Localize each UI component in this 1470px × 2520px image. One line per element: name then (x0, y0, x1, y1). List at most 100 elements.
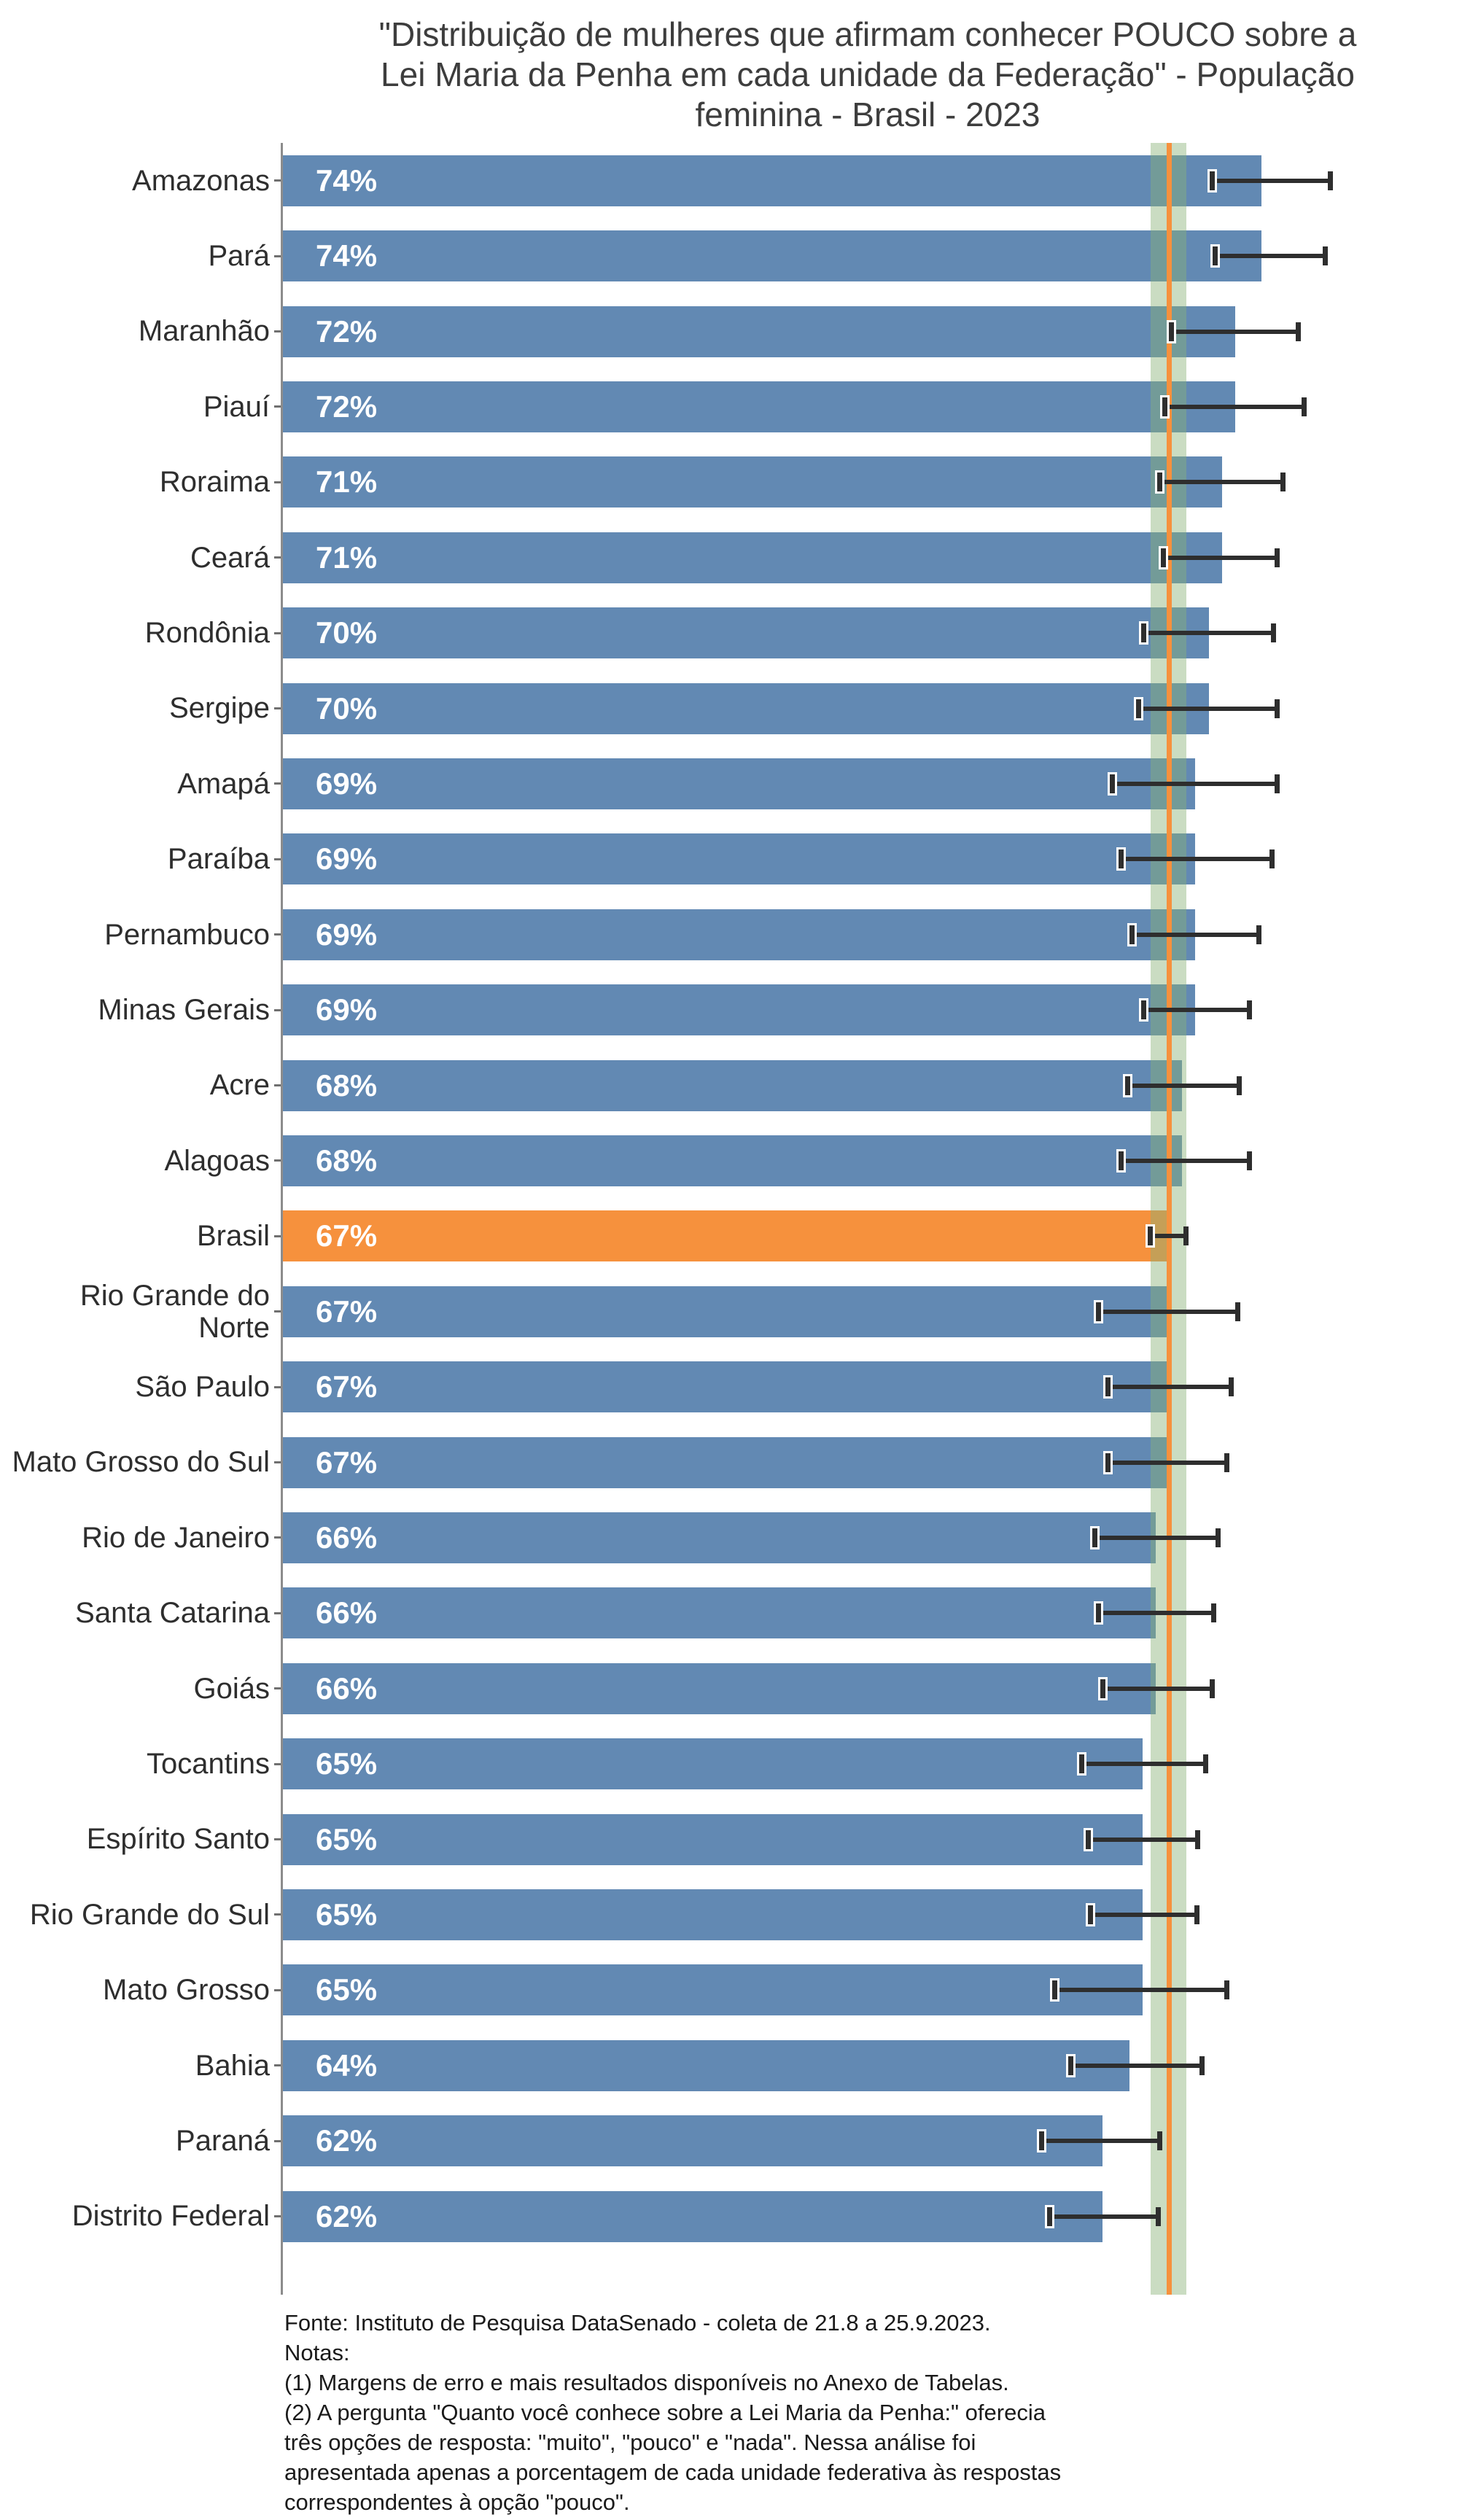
row-label-7: Sergipe (169, 692, 270, 725)
error-bar-12 (1127, 1083, 1240, 1088)
error-bar-15 (1098, 1309, 1238, 1314)
bar-value-13: 68% (316, 1143, 378, 1178)
bar-value-4: 71% (316, 464, 378, 499)
bar-25 (282, 2039, 1129, 2091)
bar-6 (282, 607, 1209, 659)
bar-value-14: 67% (316, 1218, 378, 1253)
bar-13 (282, 1135, 1183, 1186)
error-bar-0 (1212, 178, 1331, 183)
axis-tick-22 (274, 1838, 282, 1840)
axis-tick-13 (274, 1159, 282, 1162)
error-bar-0-low-cap (1210, 171, 1216, 190)
row-label-10: Pernambuco (104, 918, 270, 951)
error-bar-10-high-cap (1256, 925, 1261, 944)
axis-tick-18 (274, 1536, 282, 1539)
bar-8 (282, 758, 1196, 809)
bar-20 (282, 1662, 1156, 1714)
axis-tick-5 (274, 556, 282, 559)
bar-value-23: 65% (316, 1897, 378, 1932)
row-label-17: Mato Grosso do Sul (12, 1446, 271, 1479)
error-bar-27-low-cap (1047, 2206, 1053, 2226)
error-bar-14 (1150, 1234, 1186, 1239)
error-bar-7 (1138, 706, 1278, 711)
error-bar-14-low-cap (1148, 1226, 1154, 1246)
row-label-12: Acre (209, 1069, 270, 1102)
bar-value-20: 66% (316, 1671, 378, 1706)
row-label-9: Paraíba (167, 843, 270, 876)
bar-value-11: 69% (316, 992, 378, 1027)
error-bar-23-low-cap (1088, 1905, 1094, 1924)
bar-4 (282, 456, 1222, 508)
row-label-20: Goiás (193, 1672, 271, 1705)
axis-tick-19 (274, 1611, 282, 1614)
bar-18 (282, 1512, 1156, 1563)
bar-value-17: 67% (316, 1444, 378, 1479)
bar-9 (282, 833, 1196, 885)
bar-12 (282, 1059, 1183, 1111)
error-bar-8 (1112, 781, 1278, 786)
error-bar-15-high-cap (1234, 1302, 1240, 1321)
error-bar-9-high-cap (1269, 849, 1275, 869)
axis-tick-0 (274, 179, 282, 182)
bar-value-2: 72% (316, 314, 378, 349)
error-bar-3 (1164, 404, 1304, 409)
error-bar-5-low-cap (1161, 548, 1167, 567)
bar-26 (282, 2115, 1103, 2167)
bar-value-8: 69% (316, 766, 378, 801)
error-bar-2-low-cap (1169, 322, 1175, 341)
bar-value-5: 71% (316, 540, 378, 575)
error-bar-24-high-cap (1224, 1980, 1230, 2000)
brasil-reference-line (1166, 143, 1172, 2295)
error-bar-0-high-cap (1327, 171, 1333, 190)
error-bar-19 (1098, 1611, 1214, 1616)
error-bar-8-low-cap (1109, 774, 1115, 793)
error-bar-26-low-cap (1039, 2131, 1045, 2151)
error-bar-11-high-cap (1247, 1000, 1253, 1020)
error-bar-18-high-cap (1215, 1528, 1221, 1547)
bar-value-22: 65% (316, 1821, 378, 1856)
bar-value-1: 74% (316, 238, 378, 273)
row-label-3: Piauí (203, 390, 270, 423)
row-label-8: Amapá (177, 767, 270, 800)
error-bar-24 (1054, 1988, 1227, 1993)
error-bar-9 (1121, 857, 1272, 862)
error-bar-20 (1102, 1686, 1213, 1691)
note-2-line1: (2) A pergunta "Quanto você conhece sobr… (284, 2400, 1046, 2425)
error-bar-12-high-cap (1236, 1076, 1242, 1095)
bar-value-19: 66% (316, 1595, 378, 1630)
bar-16 (282, 1361, 1170, 1413)
bar-value-10: 69% (316, 917, 378, 952)
bar-24 (282, 1964, 1143, 2016)
axis-tick-9 (274, 858, 282, 860)
axis-tick-21 (274, 1762, 282, 1765)
axis-tick-11 (274, 1008, 282, 1011)
bar-value-0: 74% (316, 163, 378, 198)
bar-value-26: 62% (316, 2123, 378, 2158)
bar-value-9: 69% (316, 841, 378, 876)
error-bar-1-high-cap (1322, 246, 1328, 266)
source-and-notes: Fonte: Instituto de Pesquisa DataSenado … (284, 2308, 1061, 2517)
row-label-23: Rio Grande do Sul (29, 1898, 270, 1931)
bar-11 (282, 984, 1196, 1036)
axis-tick-7 (274, 707, 282, 709)
note-2-line2: três opções de resposta: "muito", "pouco… (284, 2430, 976, 2455)
error-bar-23 (1090, 1912, 1197, 1917)
bar-value-21: 65% (316, 1746, 378, 1781)
error-bar-13-low-cap (1119, 1151, 1124, 1170)
error-bar-18-low-cap (1092, 1528, 1097, 1547)
error-bar-4-low-cap (1156, 472, 1162, 492)
bar-21 (282, 1738, 1143, 1790)
note-2-line3: apresentada apenas a porcentagem de cada… (284, 2459, 1062, 2485)
axis-tick-4 (274, 481, 282, 483)
row-label-0: Amazonas (132, 164, 270, 197)
bar-23 (282, 1889, 1143, 1940)
error-bar-4-high-cap (1280, 472, 1286, 492)
error-bar-22-low-cap (1085, 1829, 1091, 1849)
error-bar-20-high-cap (1210, 1679, 1216, 1698)
error-bar-7-high-cap (1275, 699, 1280, 718)
row-label-22: Espírito Santo (86, 1823, 270, 1856)
error-bar-13 (1121, 1158, 1250, 1163)
error-bar-5-high-cap (1275, 548, 1280, 567)
row-label-24: Mato Grosso (103, 1974, 270, 2007)
row-label-6: Rondônia (144, 617, 270, 650)
